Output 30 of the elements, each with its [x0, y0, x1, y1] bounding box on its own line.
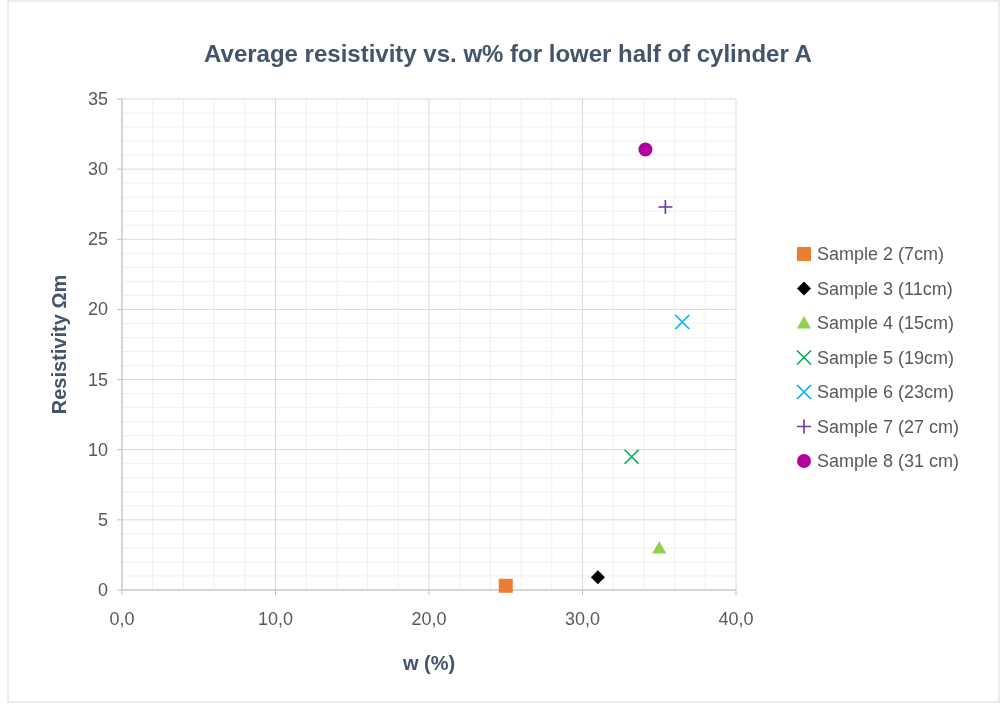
chart-title: Average resistivity vs. w% for lower half of cylinder A: [204, 40, 812, 67]
y-tick-label: 0: [97, 580, 108, 600]
legend-label: Sample 5 (19cm): [817, 347, 955, 368]
x-tick-label: 40,0: [718, 609, 754, 629]
legend-label: Sample 8 (31 cm): [817, 451, 960, 471]
point: [498, 578, 513, 593]
y-tick-label: 5: [97, 509, 108, 530]
x-axis-title: w (%): [401, 652, 456, 674]
legend-label: Sample 3 (11cm): [817, 278, 953, 299]
point: [638, 142, 653, 157]
point: [652, 540, 667, 554]
legend-label: Sample 2 (7cm): [817, 244, 945, 264]
point: [674, 314, 691, 330]
point: [590, 570, 605, 585]
y-axis-title: Resistivity Ωm: [48, 274, 70, 415]
legend-label: Sample 4 (15cm): [817, 313, 955, 333]
x-tick-label: 20,0: [411, 609, 447, 629]
legend-label: Sample 6 (23cm): [817, 382, 955, 402]
legend-label: Sample 7 (27 cm): [817, 416, 960, 437]
x-tick-label: 30,0: [564, 609, 601, 629]
x-tick-label: 0,0: [109, 609, 135, 629]
y-tick-label: 15: [87, 369, 108, 390]
point: [623, 448, 640, 465]
y-tick-label: 35: [87, 89, 108, 109]
y-tick-label: 25: [87, 229, 108, 250]
y-tick-label: 30: [87, 159, 108, 180]
y-tick-label: 20: [87, 299, 108, 320]
y-tick-label: 10: [87, 439, 108, 460]
x-tick-label: 10,0: [257, 609, 294, 629]
point: [657, 199, 674, 215]
